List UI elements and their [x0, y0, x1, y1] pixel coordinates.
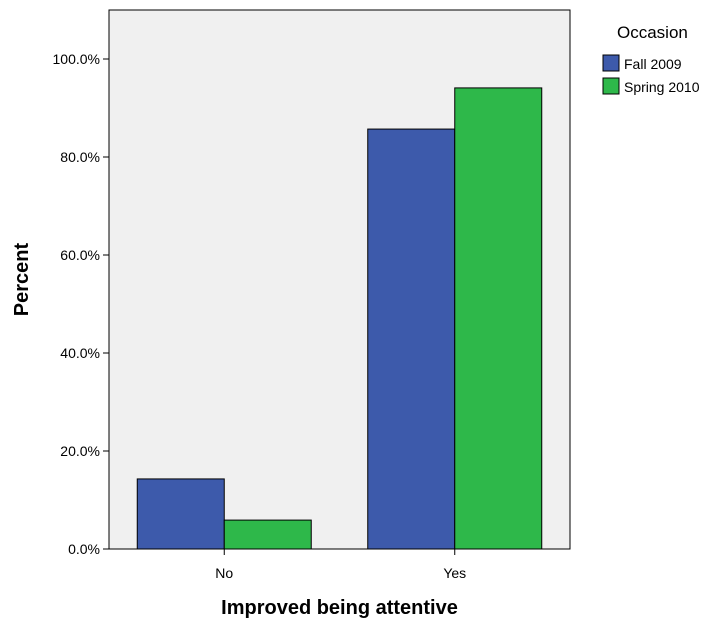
- bars: [136, 87, 543, 550]
- y-tick-label: 0.0%: [68, 541, 100, 557]
- y-tick-label: 80.0%: [60, 149, 100, 165]
- y-tick-label: 60.0%: [60, 247, 100, 263]
- legend-swatch-fall-2009: [602, 54, 620, 72]
- x-axis-title: Improved being attentive: [221, 597, 458, 619]
- y-axis: 0.0% 20.0% 40.0% 60.0% 80.0% 100.0%: [53, 51, 109, 557]
- bar-no-fall-2009: [136, 478, 225, 550]
- x-tick-label: Yes: [443, 565, 466, 581]
- y-tick-label: 20.0%: [60, 443, 100, 459]
- x-axis: No Yes: [215, 549, 466, 581]
- legend-label: Spring 2010: [624, 79, 700, 95]
- y-tick-label: 100.0%: [53, 51, 100, 67]
- legend-label: Fall 2009: [624, 56, 682, 72]
- y-axis-title: Percent: [11, 242, 33, 316]
- legend: Occasion Fall 2009 Spring 2010: [602, 23, 700, 95]
- bar-yes-spring-2010: [454, 87, 543, 550]
- bar-no-spring-2010: [223, 519, 312, 550]
- legend-swatch-spring-2010: [602, 77, 620, 95]
- legend-title: Occasion: [617, 23, 688, 42]
- x-tick-label: No: [215, 565, 233, 581]
- y-tick-label: 40.0%: [60, 345, 100, 361]
- bar-yes-fall-2009: [367, 128, 456, 550]
